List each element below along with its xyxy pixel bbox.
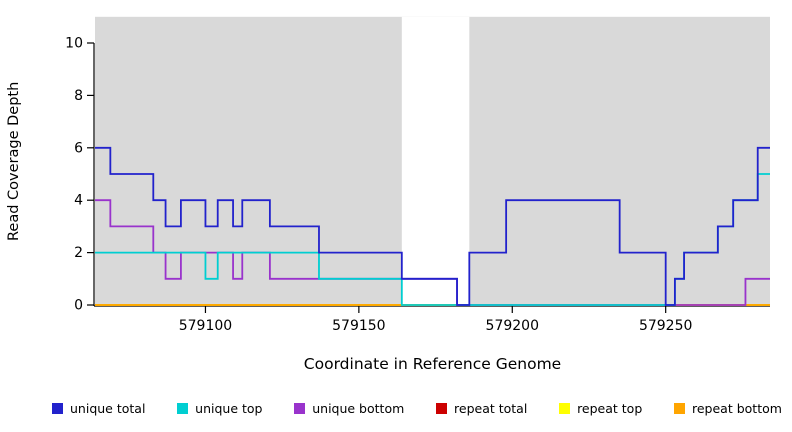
y-tick-label: 0 — [74, 298, 83, 314]
legend-item-repeat-bottom: repeat bottom — [674, 401, 782, 416]
legend-label: repeat total — [454, 400, 528, 416]
legend-item-unique-total: unique total — [52, 401, 145, 416]
legend-item-unique-bottom: unique bottom — [294, 401, 404, 416]
legend-label: unique total — [70, 400, 146, 416]
x-tick-label: 579250 — [639, 318, 692, 334]
x-tick-label: 579100 — [179, 318, 232, 334]
y-tick-label: 8 — [74, 88, 83, 104]
coverage-gap-region — [401, 16, 470, 306]
legend-item-repeat-total: repeat total — [436, 401, 527, 416]
x-tick-label: 579200 — [486, 318, 539, 334]
legend-label: repeat bottom — [692, 400, 782, 416]
legend-swatch-repeat-total — [436, 402, 448, 414]
legend-label: unique top — [195, 400, 263, 416]
y-tick-label: 2 — [74, 245, 83, 261]
legend-label: repeat top — [577, 400, 643, 416]
legend-item-repeat-top: repeat top — [559, 401, 642, 416]
legend-swatch-unique-top — [177, 402, 189, 414]
legend: unique total unique top unique bottom repea… — [0, 399, 792, 417]
x-tick-label: 579150 — [332, 318, 385, 334]
legend-swatch-repeat-bottom — [674, 402, 685, 414]
legend-swatch-unique-total — [52, 402, 63, 414]
legend-swatch-repeat-top — [559, 402, 571, 414]
legend-swatch-unique-bottom — [294, 402, 306, 414]
y-tick-label: 4 — [74, 193, 83, 209]
coverage-plot: 579100 579150 579200 579250 0 2 4 6 8 10 — [65, 16, 770, 334]
legend-label: unique bottom — [312, 400, 405, 416]
series-unique-total — [95, 146, 770, 306]
legend-item-unique-top: unique top — [177, 401, 262, 416]
x-axis-title: Coordinate in Reference Genome — [303, 355, 562, 373]
y-tick-label: 6 — [74, 140, 83, 156]
y-tick-label: 10 — [65, 36, 83, 52]
